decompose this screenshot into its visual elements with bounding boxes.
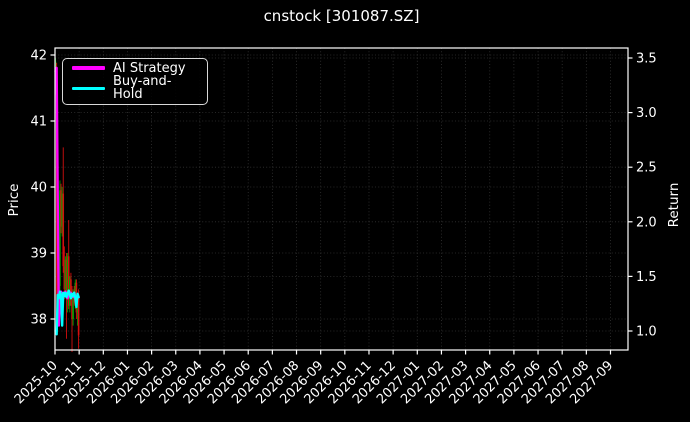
plot-border <box>54 47 629 351</box>
candle <box>72 292 74 319</box>
candle <box>65 259 68 300</box>
chart-title: cnstock [301087.SZ] <box>263 7 420 25</box>
y-tick-label-return: 2.0 <box>636 215 657 230</box>
x-axis-ticks: 2025-102025-112025-122026-012026-022026-… <box>12 350 616 407</box>
candle <box>66 256 69 300</box>
candle <box>62 193 65 267</box>
legend-label: Buy-and-Hold <box>113 74 172 103</box>
candle <box>59 190 61 286</box>
legend-item-ai-strategy: AI Strategy <box>72 62 198 75</box>
y-axis-left-ticks: 38 39 40 41 42 <box>30 49 55 328</box>
candle <box>61 193 63 227</box>
legend-item-buy-and-hold: Buy-and-Hold <box>72 75 198 101</box>
candle <box>77 295 80 336</box>
legend: AI Strategy Buy-and-Hold <box>62 58 208 105</box>
y-tick-label-return: 2.5 <box>636 161 657 176</box>
candle <box>71 299 73 319</box>
y-axis-right-ticks: 1.0 1.5 2.0 2.5 3.0 3.5 <box>628 52 657 340</box>
y-tick-label-price: 38 <box>30 313 47 328</box>
legend-line-sample-cyan <box>72 86 105 91</box>
y-tick-label-price: 42 <box>30 49 47 64</box>
y-tick-label-return: 1.5 <box>636 270 657 285</box>
y-tick-label-price: 41 <box>30 115 47 130</box>
candle <box>67 256 70 306</box>
y-tick-label-price: 39 <box>30 247 47 262</box>
candle <box>63 266 66 290</box>
gridlines-y-return <box>55 57 628 332</box>
y-tick-label-return: 3.0 <box>636 106 657 121</box>
candle <box>70 279 72 300</box>
series-buy-and-hold <box>54 289 80 336</box>
y-tick-label-price: 40 <box>30 181 47 196</box>
gridlines-y-price <box>55 54 628 320</box>
legend-label: AI Strategy <box>113 60 186 76</box>
y-tick-label-return: 3.5 <box>636 52 657 67</box>
candle <box>60 190 62 227</box>
legend-line-sample-magenta <box>72 66 105 70</box>
candle <box>64 259 67 290</box>
gridlines-x <box>54 48 611 350</box>
y-tick-label-return: 1.0 <box>636 325 657 340</box>
